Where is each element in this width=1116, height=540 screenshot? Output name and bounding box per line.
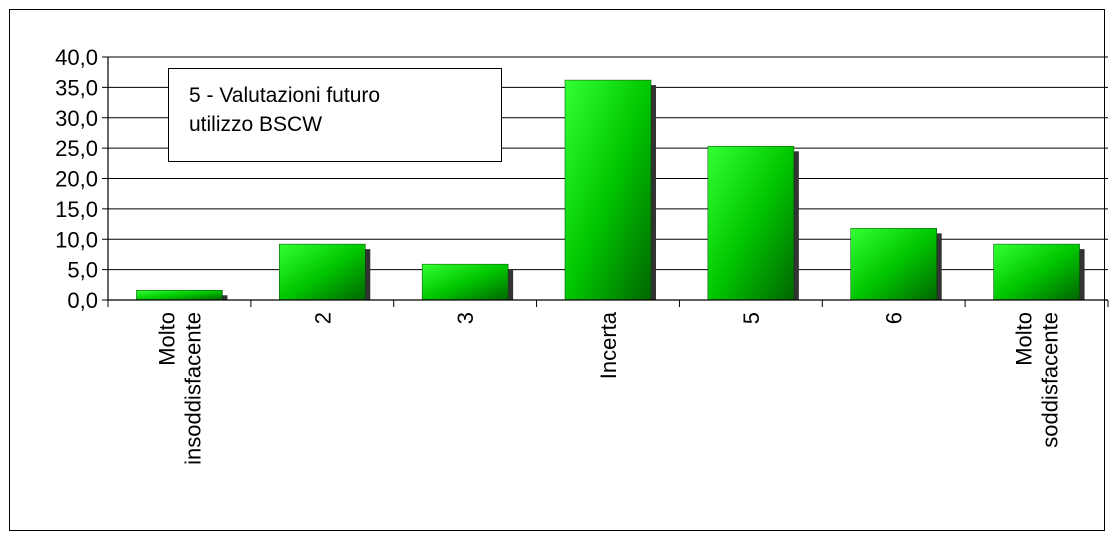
axes [107,57,1109,307]
bar [421,263,509,301]
bar [279,243,366,301]
x-tick-label: soddisfacente [1038,312,1063,448]
x-tick-label: Molto [1012,312,1037,366]
x-tick-label: Incerta [596,311,621,379]
y-tick-label: 40,0 [55,45,98,70]
x-tick-label: 5 [739,312,764,324]
y-tick-label: 20,0 [55,167,98,192]
chart-title-line-2: utilizzo BSCW [189,113,323,136]
bar [136,290,223,301]
y-tick-label: 35,0 [55,75,98,100]
chart-title-box: 5 - Valutazioni futuro utilizzo BSCW [168,68,502,162]
y-tick-label: 0,0 [67,288,98,313]
y-tick-label: 15,0 [55,197,98,222]
bars [136,79,1085,301]
bar [707,146,795,301]
bar [564,79,652,301]
x-tick-label: 3 [453,312,478,324]
x-axis-labels: Molto insoddisfacente 2 3 Incerta 5 6 Molto sodd… [154,311,1062,465]
y-tick-label: 10,0 [55,227,98,252]
y-tick-label: 25,0 [55,136,98,161]
x-tick-label: Molto [154,312,179,366]
x-tick-label: insoddisfacente [180,312,205,465]
chart-title-line-1: 5 - Valutazioni futuro [189,84,381,107]
x-tick-label: 2 [310,312,335,324]
y-tick-label: 30,0 [55,106,98,131]
y-tick-label: 5,0 [67,258,98,283]
x-tick-label: 6 [882,312,907,324]
bar [993,243,1080,301]
bar [850,228,937,301]
y-axis-ticks: 0,0 5,0 10,0 15,0 20,0 25,0 30,0 35,0 40,0 [55,45,98,313]
